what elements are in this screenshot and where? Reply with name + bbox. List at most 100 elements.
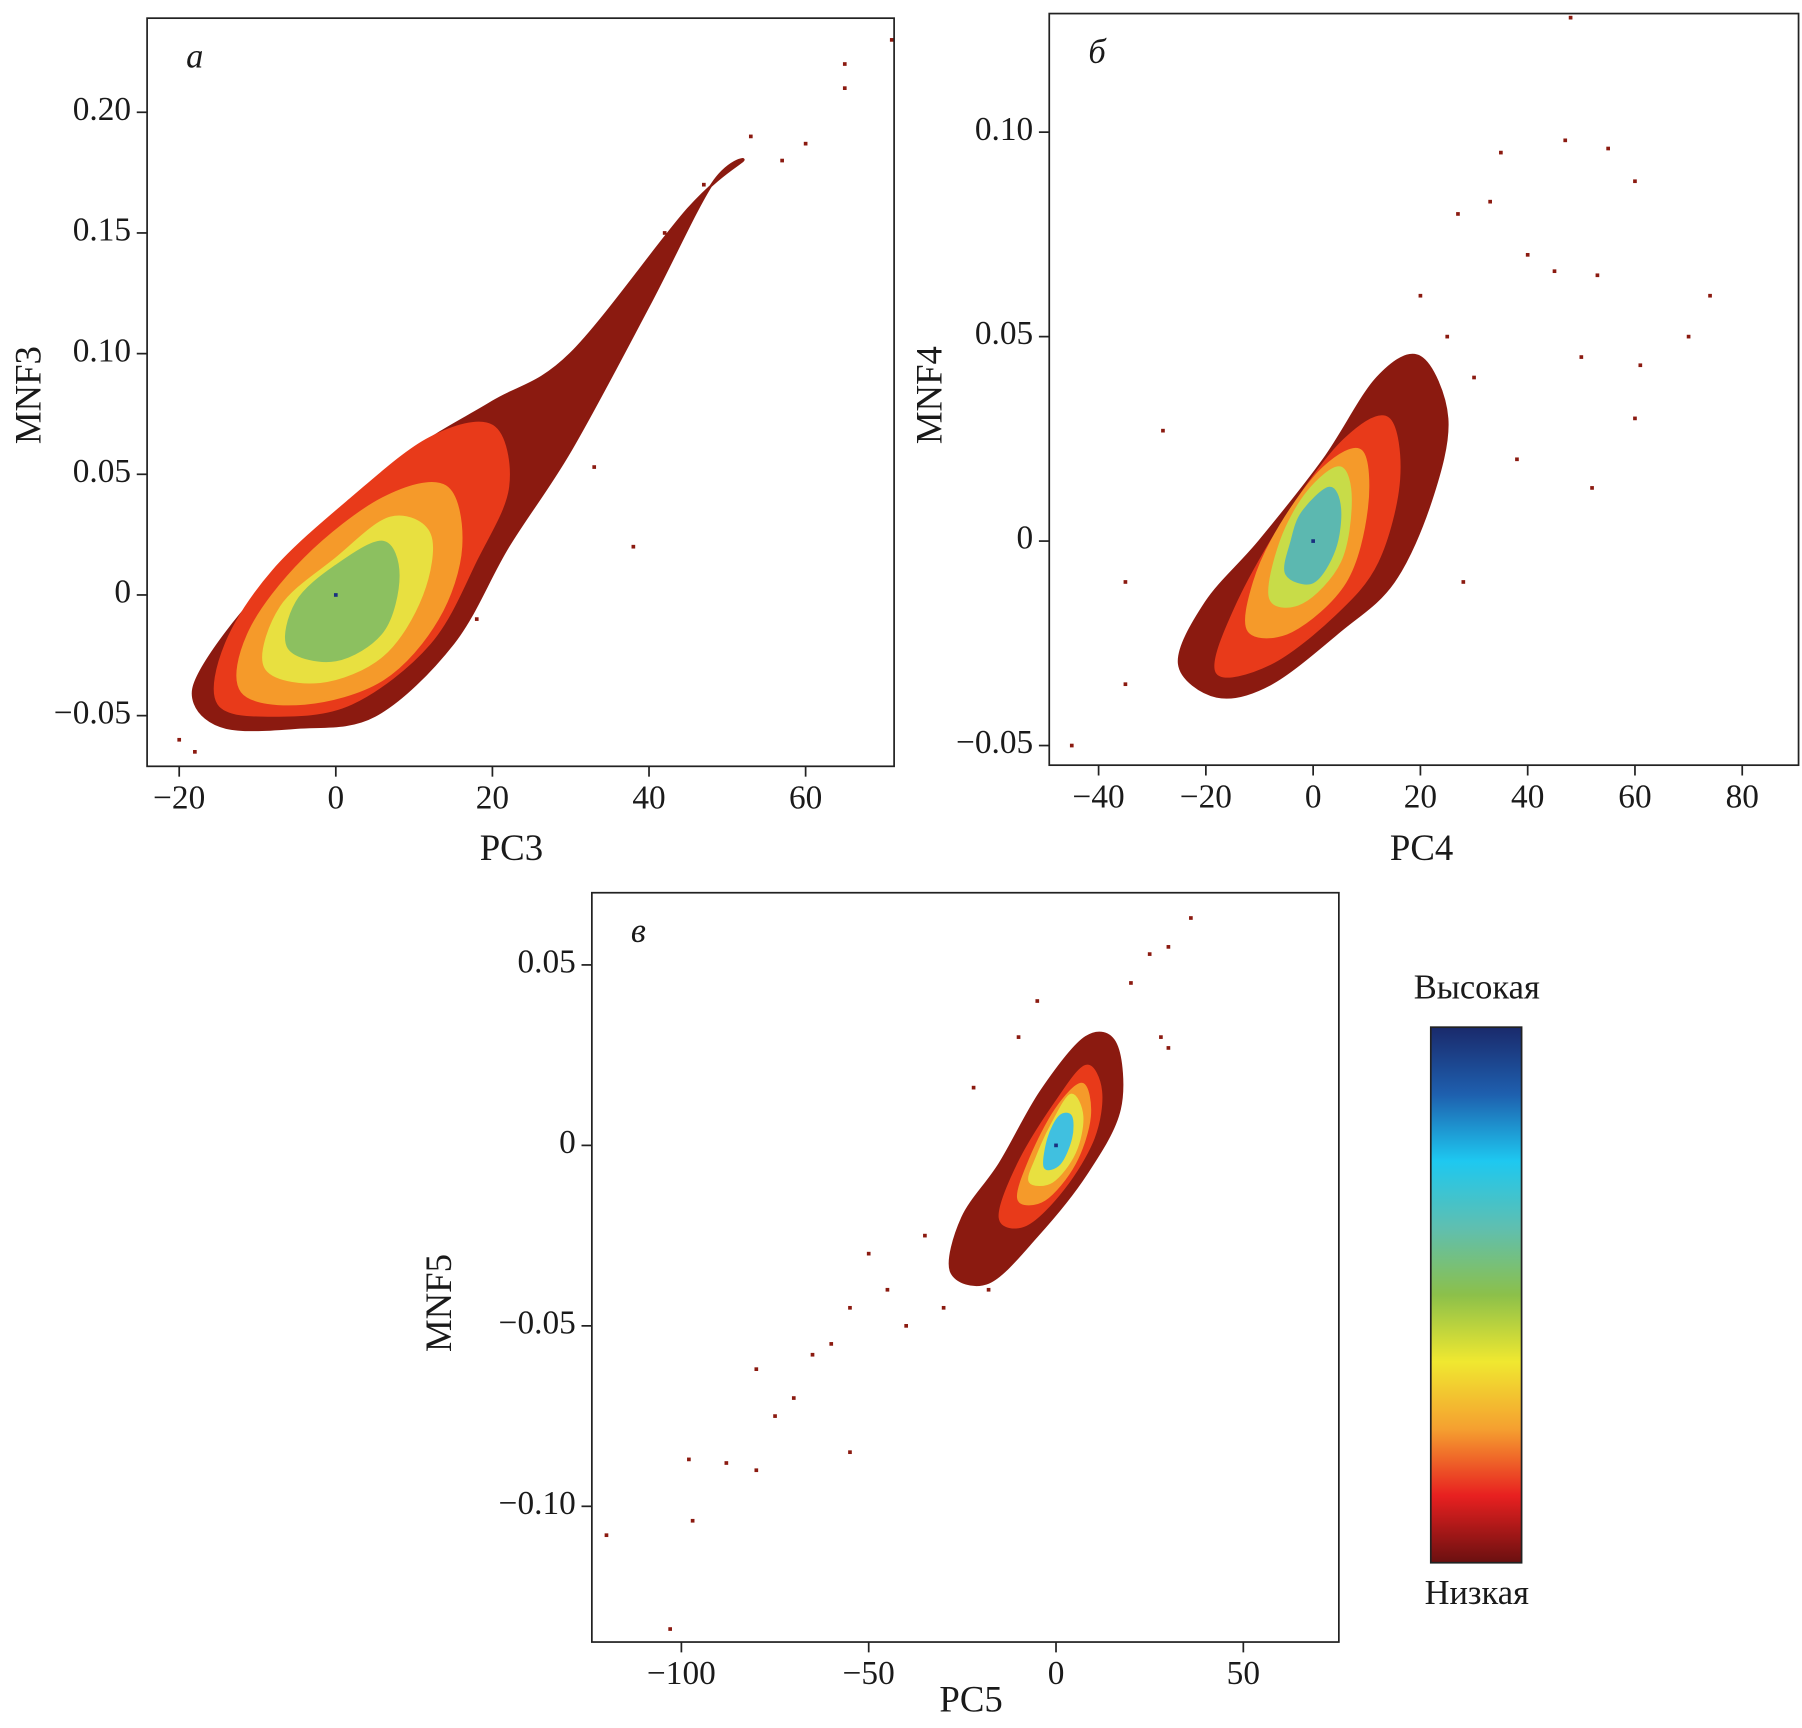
panel-label: а [186, 37, 203, 75]
point [848, 1305, 852, 1310]
point [1590, 486, 1594, 490]
point [1568, 15, 1573, 20]
point [773, 1414, 777, 1418]
x-tick-label: 60 [1618, 778, 1651, 815]
point [1461, 580, 1466, 584]
point [1488, 199, 1492, 204]
x-tick-label: 0 [1048, 1655, 1065, 1692]
y-tick-label: 0 [559, 1124, 576, 1161]
point [1525, 252, 1530, 257]
point [1638, 363, 1643, 368]
point [1633, 416, 1637, 421]
x-tick-label: 0 [327, 779, 344, 816]
point [866, 1251, 871, 1256]
y-axis-label: MNF5 [418, 1254, 459, 1352]
point [1161, 428, 1165, 433]
point [604, 1533, 609, 1538]
plot: −100 −50 0 50 −0.10 −0.05 0 0.05 PC5 MNF5 в [418, 891, 1340, 1719]
point [923, 1233, 927, 1238]
colorbar-high: Высокая [1414, 968, 1540, 1006]
point [810, 1352, 815, 1357]
y-tick-label: 0.05 [73, 453, 131, 490]
panel-label: б [1088, 33, 1107, 71]
point [1054, 1143, 1058, 1148]
point [1418, 293, 1423, 298]
point [1579, 355, 1584, 359]
point [690, 1518, 695, 1523]
colorbar-low: Низкая [1425, 1574, 1529, 1612]
colorbar [1429, 1026, 1523, 1564]
y-axis-label: MNF4 [909, 346, 950, 444]
point [1472, 375, 1476, 380]
point [904, 1324, 909, 1328]
point [193, 749, 197, 754]
point [1311, 539, 1315, 543]
y-tick-label: 0.10 [73, 332, 131, 369]
point [1686, 334, 1691, 339]
y-tick-label: 0.05 [975, 315, 1033, 352]
panel-label: в [631, 912, 646, 950]
point [1166, 1046, 1171, 1050]
plot: −40 −20 0 20 40 60 80 −0.05 0 0.05 0.10 PC4 MNF4 б [909, 12, 1800, 868]
x-tick-label: −100 [647, 1655, 716, 1692]
y-tick-label: 0 [1017, 520, 1034, 557]
point [848, 1450, 852, 1455]
point [1445, 334, 1450, 339]
plot-frame [590, 891, 1340, 1643]
y-tick-label: −0.05 [956, 724, 1033, 761]
point [803, 141, 808, 146]
y-tick-label: 0.15 [73, 212, 131, 249]
density-region [1284, 486, 1342, 585]
point [829, 1342, 834, 1346]
x-tick-label: 20 [1404, 778, 1437, 815]
point [333, 593, 338, 597]
point [754, 1468, 759, 1473]
point [842, 62, 847, 66]
point [1069, 743, 1074, 748]
plot-frame [146, 17, 895, 768]
y-tick-label: 0.10 [975, 111, 1033, 148]
point [1035, 999, 1040, 1003]
point [631, 544, 636, 549]
x-tick-label: 50 [1227, 1655, 1260, 1692]
point [748, 134, 753, 139]
point [1016, 1035, 1021, 1039]
point [1515, 457, 1519, 462]
plot-area [604, 916, 1193, 1631]
point [177, 737, 182, 742]
x-tick-label: 20 [476, 779, 509, 816]
point [1563, 138, 1568, 143]
x-tick-label: 40 [632, 779, 665, 816]
plot: −20 0 20 40 60 −0.05 0 0.05 0.10 0.15 0.20 PC3 MNF3 а [8, 17, 895, 868]
x-tick-label: −20 [1180, 778, 1232, 815]
point [1129, 981, 1133, 985]
x-tick-label: 80 [1726, 778, 1759, 815]
y-tick-label: −0.10 [499, 1485, 576, 1522]
x-tick-label: −40 [1073, 778, 1125, 815]
point [791, 1396, 796, 1400]
point [662, 231, 667, 235]
point [1552, 269, 1557, 274]
y-tick-label: −0.05 [54, 694, 131, 731]
x-tick-label: −20 [153, 779, 205, 816]
point [889, 38, 894, 42]
point [687, 1457, 691, 1462]
point [1499, 150, 1503, 155]
point [1189, 916, 1193, 920]
point [474, 617, 479, 621]
point [1159, 1035, 1163, 1039]
plot-frame [1048, 12, 1800, 767]
x-axis-label: PC5 [939, 1678, 1002, 1719]
point [971, 1085, 976, 1090]
point [842, 86, 847, 90]
x-tick-label: 0 [1305, 778, 1322, 815]
point [1147, 952, 1152, 956]
density-region [285, 540, 400, 662]
point [885, 1287, 890, 1292]
point [941, 1305, 946, 1310]
point [754, 1367, 759, 1372]
density-region [1043, 1112, 1074, 1171]
x-tick-label: −50 [843, 1655, 895, 1692]
point [668, 1627, 672, 1631]
